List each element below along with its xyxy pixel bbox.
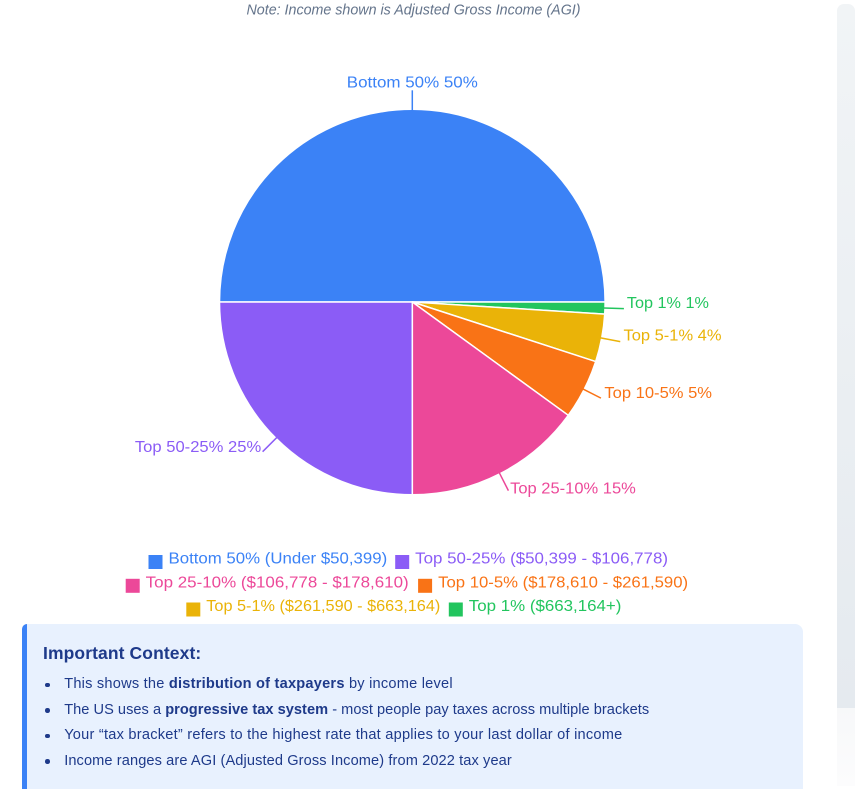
svg-text:Bottom 50% (Under $50,399): Bottom 50% (Under $50,399) xyxy=(169,551,388,568)
svg-text:Top 25-10% ($106,778 - $178,61: Top 25-10% ($106,778 - $178,610) xyxy=(146,574,409,591)
svg-text:Top 1% 1%: Top 1% 1% xyxy=(627,295,709,312)
svg-text:Top 10-5% 5%: Top 10-5% 5% xyxy=(604,385,712,402)
svg-text:Top 5-1% ($261,590 - $663,164): Top 5-1% ($261,590 - $663,164) xyxy=(206,598,440,615)
svg-text:Top 25-10% 15%: Top 25-10% 15% xyxy=(510,481,636,498)
svg-text:Note: Income shown is Adjusted: Note: Income shown is Adjusted Gross Inc… xyxy=(247,2,581,19)
svg-text:Top 5-1% 4%: Top 5-1% 4% xyxy=(624,328,722,345)
svg-text:Bottom 50% 50%: Bottom 50% 50% xyxy=(347,75,478,92)
svg-text:Top 50-25% 25%: Top 50-25% 25% xyxy=(135,439,261,456)
svg-text:Top 50-25% ($50,399 - $106,778: Top 50-25% ($50,399 - $106,778) xyxy=(415,551,668,568)
svg-text:Top 10-5% ($178,610 - $261,590: Top 10-5% ($178,610 - $261,590) xyxy=(438,574,688,591)
svg-text:Top 1% ($663,164+): Top 1% ($663,164+) xyxy=(469,598,622,615)
